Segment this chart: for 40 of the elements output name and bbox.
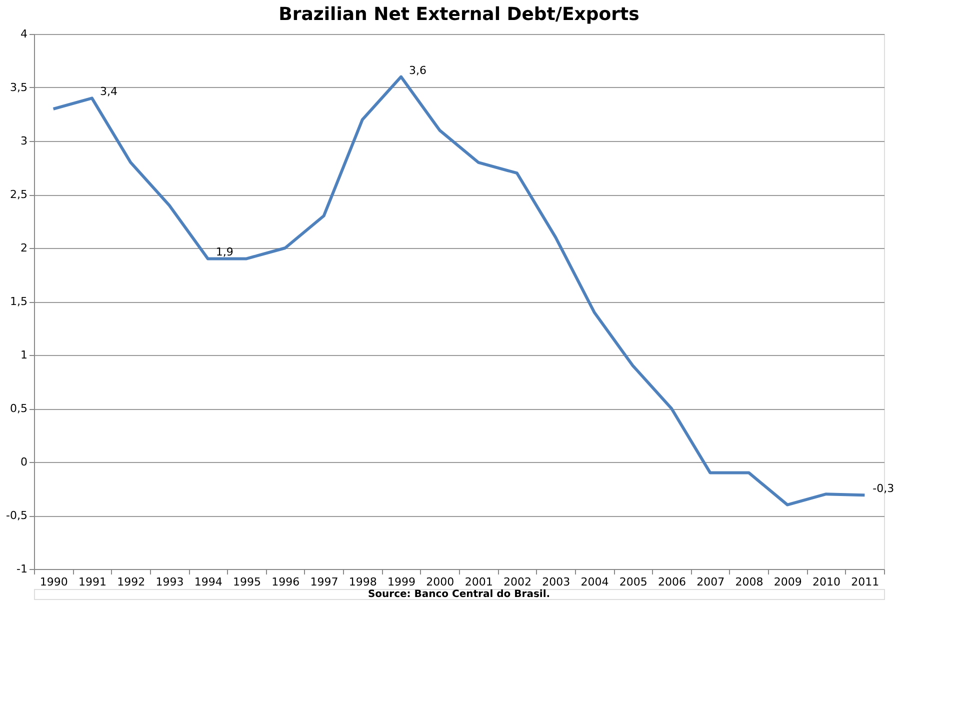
y-tick-label: 0 (20, 456, 28, 468)
y-tick-label: 1,5 (10, 295, 28, 308)
x-tick-label: 1993 (156, 576, 184, 588)
x-tick-label: 2009 (774, 576, 802, 588)
x-tick-label: 1998 (348, 576, 377, 588)
y-tick-label: 2,5 (10, 188, 28, 201)
x-tick-label: 2007 (696, 576, 725, 588)
y-tick-label: 0,5 (10, 402, 28, 415)
x-tick-label: 2002 (503, 576, 532, 588)
x-tick-label: 1997 (310, 576, 338, 588)
x-tick-label: 2010 (812, 576, 841, 588)
y-tick-label: 3 (20, 134, 28, 148)
y-tick-label: 2 (20, 242, 28, 254)
x-tick-label: 2001 (464, 576, 493, 588)
data-label: 3,4 (100, 85, 118, 98)
x-tick-label: 2004 (580, 576, 609, 588)
x-tick-label: 2011 (851, 576, 880, 588)
y-tick-label: 1 (20, 348, 28, 362)
x-tick-label: 2006 (658, 576, 686, 588)
x-tick-label: 2003 (542, 576, 570, 588)
x-tick-label: 1999 (388, 576, 416, 588)
x-tick-label: 1995 (233, 576, 261, 588)
data-label: -0,3 (872, 482, 894, 496)
x-tick-label: 2008 (735, 576, 764, 588)
y-tick-label: 4 (20, 28, 28, 40)
chart-title: Brazilian Net External Debt/Exports (278, 4, 640, 25)
x-tick-label: 1994 (194, 576, 222, 588)
x-tick-label: 2005 (619, 576, 648, 588)
line-series (52, 75, 866, 506)
y-tick-label: -0,5 (6, 509, 28, 522)
data-label: 1,9 (216, 246, 234, 259)
source-note: Source: Banco Central do Brasil. (368, 589, 550, 600)
data-label: 3,6 (409, 64, 427, 77)
y-tick-label: 3,5 (10, 81, 28, 94)
x-tick-label: 1992 (117, 576, 146, 588)
x-tick-label: 1990 (40, 576, 68, 588)
y-tick-label: -1 (16, 562, 28, 576)
x-tick-label: 2000 (426, 576, 454, 588)
x-tick-label: 1991 (78, 576, 106, 588)
x-tick-label: 1996 (272, 576, 300, 588)
